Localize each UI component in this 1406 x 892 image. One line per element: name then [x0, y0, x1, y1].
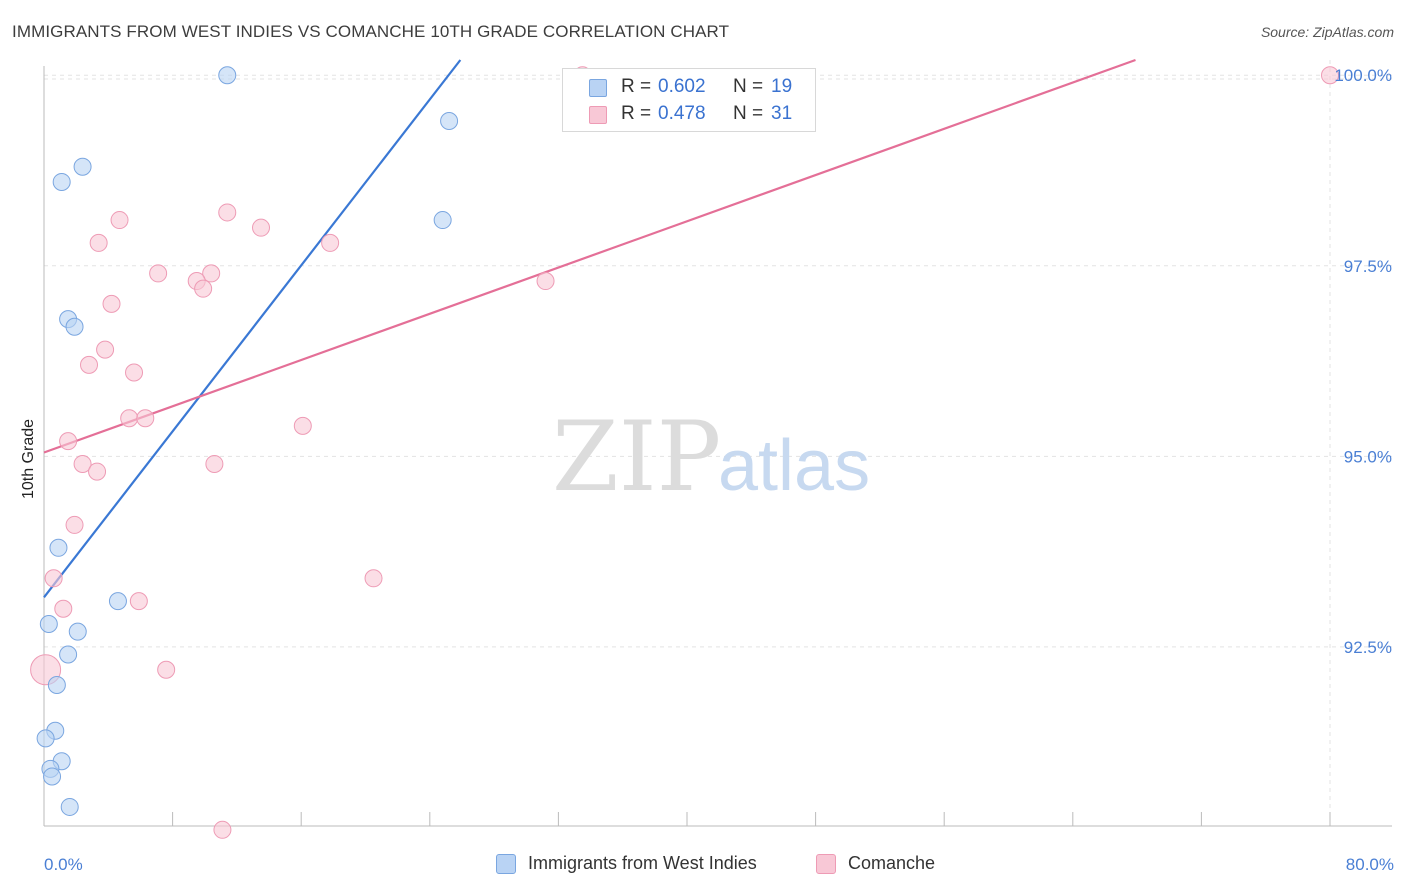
point-west-indies [440, 111, 459, 130]
point-comanche [136, 409, 155, 428]
point-comanche [252, 218, 271, 237]
point-west-indies [65, 317, 84, 336]
r-label: R = [621, 76, 652, 97]
stats-row-comanche: R = 0.478 N = 31 [563, 102, 815, 130]
axis-labels: 100.0% 97.5% 95.0% 92.5% 0.0% 80.0% 10th Grade [20, 66, 1394, 874]
point-west-indies [52, 172, 71, 191]
point-comanche [120, 409, 139, 428]
point-comanche [293, 416, 312, 435]
point-comanche [96, 340, 115, 359]
point-west-indies [108, 592, 127, 611]
point-comanche [321, 233, 340, 252]
point-comanche [65, 515, 84, 534]
source-credit: Source: ZipAtlas.com [1260, 24, 1394, 40]
stats-swatch-west-indies [589, 79, 607, 97]
point-comanche [157, 660, 176, 679]
legend-label-comanche: Comanche [848, 853, 936, 873]
y-tick-label: 97.5% [1344, 257, 1392, 276]
watermark: ZIP atlas [552, 401, 870, 513]
point-comanche [213, 820, 232, 839]
trend-line-west-indies [43, 59, 462, 599]
point-west-indies [43, 767, 62, 786]
n-value: 19 [771, 76, 793, 97]
y-axis-title: 10th Grade [20, 419, 37, 499]
point-comanche [205, 454, 224, 473]
axes [43, 66, 1392, 827]
point-west-indies [49, 538, 68, 557]
n-label: N = [733, 76, 764, 97]
point-comanche [364, 569, 383, 588]
x-tick-label-min: 0.0% [44, 855, 83, 874]
point-comanche [536, 272, 555, 291]
point-west-indies [60, 797, 79, 816]
y-tick-label: 92.5% [1344, 638, 1392, 657]
point-west-indies [47, 675, 66, 694]
correlation-stats-box: R = 0.602 N = 19 R = 0.478 N = 31 [562, 68, 816, 132]
chart-title: IMMIGRANTS FROM WEST INDIES VS COMANCHE … [12, 22, 730, 41]
point-comanche [194, 279, 213, 298]
r-label: R = [621, 103, 652, 124]
point-west-indies [218, 66, 237, 85]
legend-swatch-comanche [816, 854, 836, 874]
point-west-indies [39, 615, 58, 634]
n-value: 31 [771, 103, 793, 124]
point-comanche [110, 211, 129, 230]
point-comanche [54, 599, 73, 618]
point-comanche [202, 264, 221, 283]
trend-lines [43, 58, 1136, 599]
watermark-atlas: atlas [718, 426, 870, 506]
point-comanche [73, 454, 92, 473]
point-west-indies [36, 729, 55, 748]
point-comanche [80, 355, 99, 374]
point-comanche [129, 592, 148, 611]
point-comanche [59, 432, 78, 451]
point-comanche [125, 363, 144, 382]
point-comanche [88, 462, 107, 481]
point-west-indies [73, 157, 92, 176]
r-value: 0.478 [658, 103, 706, 124]
trend-line-comanche [43, 58, 1136, 454]
point-west-indies [59, 645, 78, 664]
point-comanche [89, 233, 108, 252]
point-comanche [44, 569, 63, 588]
stats-swatch-comanche [589, 106, 607, 124]
r-value: 0.602 [658, 76, 706, 97]
point-west-indies [433, 211, 452, 230]
point-comanche [149, 264, 168, 283]
point-comanche [218, 203, 237, 222]
watermark-zip: ZIP [552, 401, 721, 513]
legend-swatch-west-indies [496, 854, 516, 874]
point-west-indies [68, 622, 87, 641]
y-tick-label: 100.0% [1334, 66, 1392, 85]
point-comanche [1321, 66, 1339, 85]
stats-row-west-indies: R = 0.602 N = 19 [563, 75, 815, 103]
legend: Immigrants from West Indies Comanche [0, 852, 1406, 878]
n-label: N = [733, 103, 764, 124]
legend-label-west-indies: Immigrants from West Indies [528, 853, 757, 873]
point-comanche [102, 294, 121, 313]
x-tick-label-max: 80.0% [1346, 855, 1394, 874]
y-tick-label: 95.0% [1344, 447, 1392, 466]
